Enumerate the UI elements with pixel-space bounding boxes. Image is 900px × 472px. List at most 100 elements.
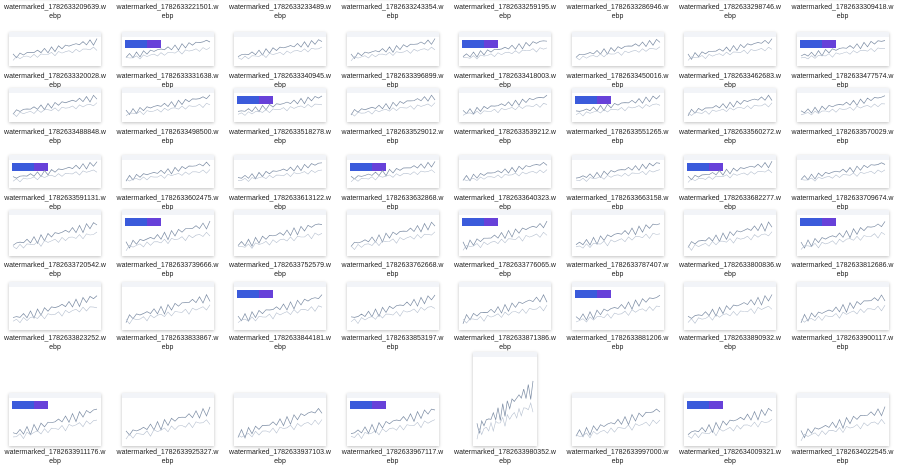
file-name[interactable]: watermarked_1782633925327.webp — [116, 449, 219, 465]
file-name[interactable]: watermarked_1782633937103.webp — [229, 449, 331, 465]
file-name[interactable]: watermarked_1782633871386.webp — [454, 335, 556, 351]
file-name[interactable]: watermarked_1782633529012.webp — [341, 129, 444, 145]
file-name[interactable]: watermarked_1782633823252.webp — [4, 335, 106, 351]
file-name[interactable]: watermarked_1782633663158.webp — [566, 195, 669, 211]
file-name[interactable]: watermarked_1782633286946.webp — [566, 4, 669, 20]
file-thumbnail[interactable] — [9, 393, 101, 446]
file-thumbnail[interactable] — [121, 210, 214, 256]
file-name[interactable]: watermarked_1782633488848.webp — [4, 129, 106, 145]
file-thumbnail[interactable] — [796, 393, 889, 446]
file-name[interactable]: watermarked_1782633890932.webp — [679, 335, 781, 351]
file-name[interactable]: watermarked_1782633331638.webp — [116, 73, 219, 89]
file-thumbnail[interactable] — [121, 32, 214, 66]
file-thumbnail[interactable] — [571, 282, 664, 330]
file-thumbnail[interactable] — [459, 32, 551, 66]
file-name[interactable]: watermarked_1782633613122.webp — [229, 195, 331, 211]
file-thumbnail[interactable] — [9, 210, 101, 256]
file-name[interactable]: watermarked_1782633221501.webp — [116, 4, 219, 20]
file-name[interactable]: watermarked_1782633259195.webp — [454, 4, 556, 20]
file-name[interactable]: watermarked_1782633787407.webp — [566, 262, 669, 278]
file-thumbnail[interactable] — [346, 155, 439, 188]
file-thumbnail[interactable] — [234, 210, 326, 256]
file-name[interactable]: watermarked_1782633682277.webp — [679, 195, 781, 211]
file-name[interactable]: watermarked_1782633462683.webp — [679, 73, 781, 89]
file-name[interactable]: watermarked_1782633640323.webp — [454, 195, 556, 211]
file-name[interactable]: watermarked_1782633833867.webp — [116, 335, 219, 351]
file-name[interactable]: watermarked_1782633881206.webp — [566, 335, 669, 351]
file-thumbnail[interactable] — [121, 282, 214, 330]
file-thumbnail[interactable] — [684, 210, 776, 256]
file-thumbnail[interactable] — [684, 155, 776, 188]
file-name[interactable]: watermarked_1782633709674.webp — [791, 195, 894, 211]
file-thumbnail[interactable] — [346, 393, 439, 446]
file-thumbnail[interactable] — [571, 155, 664, 188]
file-name[interactable]: watermarked_1782633900117.webp — [791, 335, 894, 351]
file-name[interactable]: watermarked_1782633498500.webp — [116, 129, 219, 145]
file-thumbnail[interactable] — [346, 210, 439, 256]
file-thumbnail[interactable] — [571, 88, 664, 122]
file-name[interactable]: watermarked_1782634009321.webp — [679, 449, 781, 465]
file-thumbnail[interactable] — [684, 88, 776, 122]
file-thumbnail[interactable] — [9, 32, 101, 66]
file-thumbnail[interactable] — [571, 393, 664, 446]
file-thumbnail[interactable] — [121, 155, 214, 188]
file-thumbnail[interactable] — [121, 393, 214, 446]
file-name[interactable]: watermarked_1782633340945.webp — [229, 73, 331, 89]
file-name[interactable]: watermarked_1782633632868.webp — [341, 195, 444, 211]
file-name[interactable]: watermarked_1782633980352.webp — [454, 449, 556, 465]
file-thumbnail[interactable] — [459, 210, 551, 256]
file-name[interactable]: watermarked_1782633396899.webp — [341, 73, 444, 89]
file-thumbnail[interactable] — [571, 210, 664, 256]
file-name[interactable]: watermarked_1782633739666.webp — [116, 262, 219, 278]
file-name[interactable]: watermarked_1782633551265.webp — [566, 129, 669, 145]
file-thumbnail[interactable] — [796, 88, 889, 122]
file-thumbnail[interactable] — [459, 282, 551, 330]
file-thumbnail[interactable] — [234, 155, 326, 188]
file-thumbnail[interactable] — [684, 32, 776, 66]
file-name[interactable]: watermarked_1782633591131.webp — [4, 195, 106, 211]
file-thumbnail[interactable] — [9, 88, 101, 122]
file-name[interactable]: watermarked_1782633309418.webp — [791, 4, 894, 20]
file-thumbnail[interactable] — [234, 393, 326, 446]
file-name[interactable]: watermarked_1782634022545.webp — [791, 449, 894, 465]
file-name[interactable]: watermarked_1782633812686.webp — [791, 262, 894, 278]
file-name[interactable]: watermarked_1782633762668.webp — [341, 262, 444, 278]
file-name[interactable]: watermarked_1782633418003.webp — [454, 73, 556, 89]
file-name[interactable]: watermarked_1782633320028.webp — [4, 73, 106, 89]
file-name[interactable]: watermarked_1782633967117.webp — [341, 449, 444, 465]
file-thumbnail[interactable] — [346, 88, 439, 122]
file-thumbnail[interactable] — [234, 88, 326, 122]
file-thumbnail[interactable] — [459, 155, 551, 188]
file-thumbnail[interactable] — [9, 155, 101, 188]
file-name[interactable]: watermarked_1782633298746.webp — [679, 4, 781, 20]
file-thumbnail[interactable] — [346, 282, 439, 330]
file-name[interactable]: watermarked_1782633602475.webp — [116, 195, 219, 211]
file-name[interactable]: watermarked_1782633844181.webp — [229, 335, 331, 351]
file-name[interactable]: watermarked_1782633450016.webp — [566, 73, 669, 89]
file-name[interactable]: watermarked_1782633560272.webp — [679, 129, 781, 145]
file-name[interactable]: watermarked_1782633997000.webp — [566, 449, 669, 465]
file-thumbnail[interactable] — [234, 32, 326, 66]
file-name[interactable]: watermarked_1782633776065.webp — [454, 262, 556, 278]
file-name[interactable]: watermarked_1782633233489.webp — [229, 4, 331, 20]
file-thumbnail[interactable] — [571, 32, 664, 66]
file-thumbnail[interactable] — [796, 155, 889, 188]
file-thumbnail[interactable] — [473, 352, 537, 446]
file-thumbnail[interactable] — [796, 32, 889, 66]
file-thumbnail[interactable] — [796, 282, 889, 330]
file-thumbnail[interactable] — [796, 210, 889, 256]
file-thumbnail[interactable] — [684, 393, 776, 446]
file-name[interactable]: watermarked_1782633720542.webp — [4, 262, 106, 278]
file-name[interactable]: watermarked_1782633800836.webp — [679, 262, 781, 278]
file-name[interactable]: watermarked_1782633539212.webp — [454, 129, 556, 145]
file-name[interactable]: watermarked_1782633518278.webp — [229, 129, 331, 145]
file-thumbnail[interactable] — [121, 88, 214, 122]
file-name[interactable]: watermarked_1782633911176.webp — [4, 449, 106, 465]
file-name[interactable]: watermarked_1782633209639.webp — [4, 4, 106, 20]
file-thumbnail[interactable] — [234, 282, 326, 330]
file-thumbnail[interactable] — [9, 282, 101, 330]
file-name[interactable]: watermarked_1782633243354.webp — [341, 4, 444, 20]
file-thumbnail[interactable] — [346, 32, 439, 66]
file-name[interactable]: watermarked_1782633477574.webp — [791, 73, 894, 89]
file-name[interactable]: watermarked_1782633853197.webp — [341, 335, 444, 351]
